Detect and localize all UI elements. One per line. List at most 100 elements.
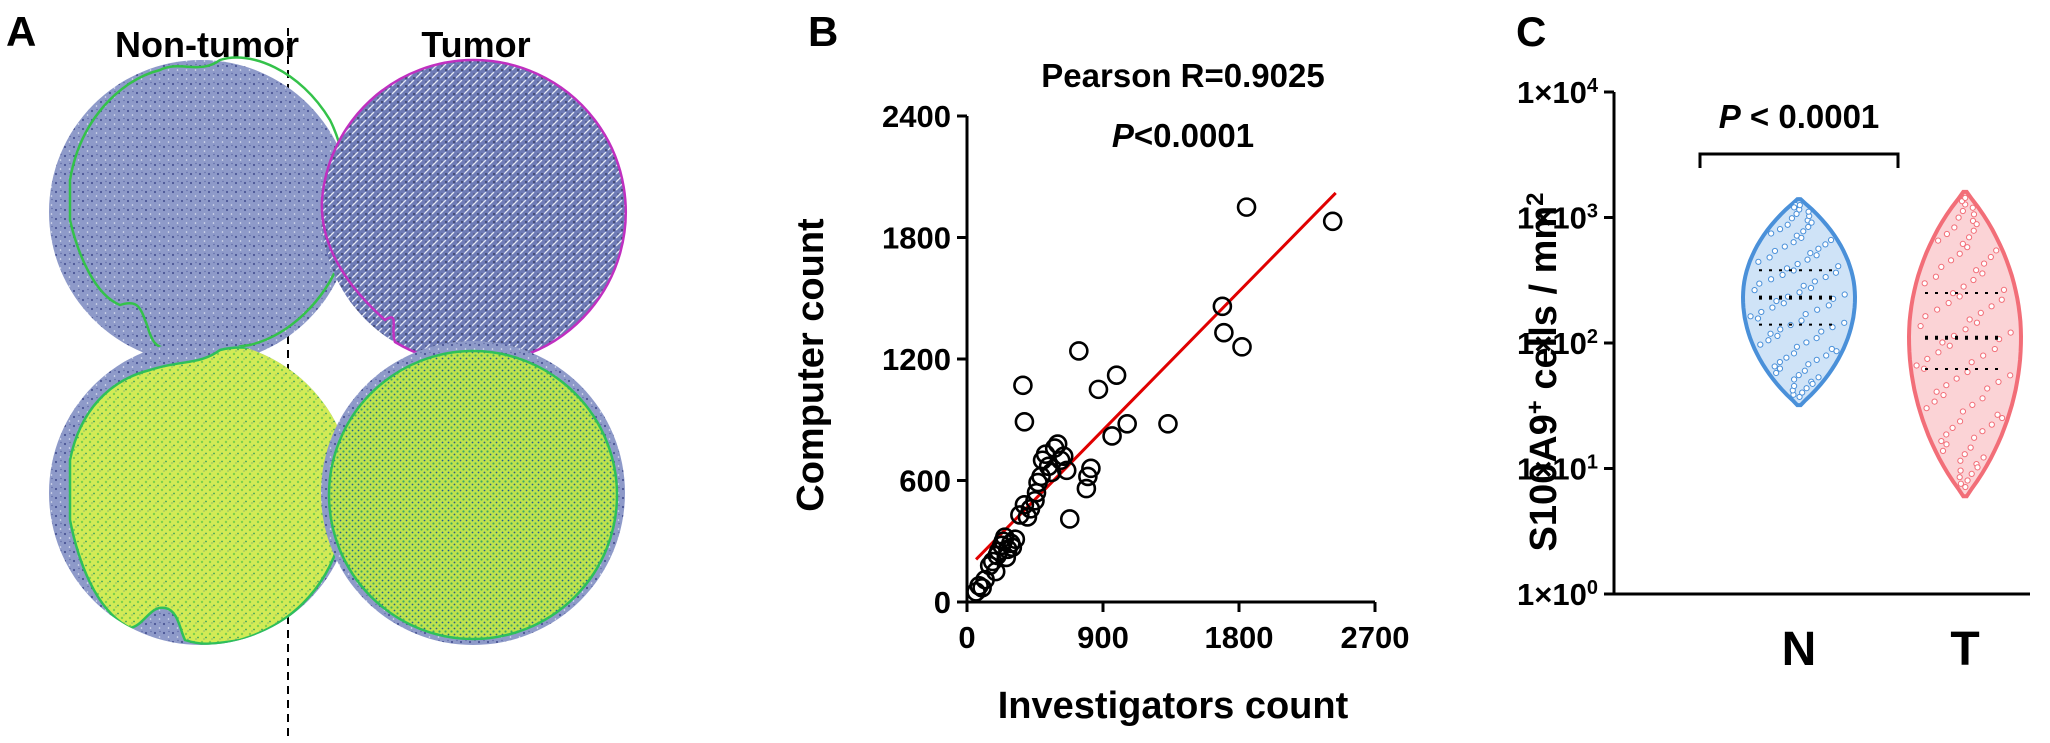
scatter-point [1212,296,1233,317]
violin-dot [1913,362,1920,369]
violin-dot [1934,306,1941,313]
violin-dot [1796,289,1803,296]
y-tick-label-b: 2400 [882,99,951,134]
violin-axes: 1×100 1×101 1×102 1×103 1×104 [1517,75,2030,612]
violin-dot [1994,411,2001,418]
scatter-point [1214,322,1234,343]
violin-dot [1984,385,1991,392]
y-tick-label-b: 1200 [882,342,951,377]
violin-dot [1979,428,1986,435]
violin-dot [1957,480,1965,487]
scatter-point [1053,446,1074,467]
violin-dot [1814,306,1821,313]
violin-dot [1807,284,1815,292]
p-value-annotation-c: P < 0.0001 [1719,98,1880,135]
violin-dot [1768,230,1775,237]
violin-dot [1962,326,1969,333]
violin-dot [1791,204,1798,211]
violin-dot [1998,296,2005,303]
violin-dot [1993,247,2000,254]
violin-dot [1822,273,1829,281]
violin-dot [1949,424,1956,432]
scatter-point [1158,413,1178,434]
violin-dot [1747,313,1754,320]
violin-dot [1999,414,2006,422]
violin-dot [1805,208,1812,215]
violin-dot [1964,244,1971,251]
image-tumor-he [320,58,627,366]
violin-dot [1771,247,1779,255]
scatter-point [1088,379,1109,400]
violin-dot [1829,324,1836,331]
scatter-point [1069,341,1089,361]
x-axis-label-b: Investigators count [998,685,1349,727]
violin-dot [1953,375,1960,382]
violin-dot [1811,278,1818,285]
violin-dot [1783,354,1790,361]
scatter-point [1025,490,1045,511]
violin-dot [1962,483,1969,491]
y-tick-label-c: 1×103 [1517,201,1598,236]
violin-dot [1754,315,1762,322]
violin-dot [1957,457,1964,464]
violin-dot [1956,293,1963,300]
violin-dot [1776,226,1784,233]
violin-dot [1815,245,1822,252]
violin-dot [1793,343,1801,350]
violin-dot [1822,241,1829,248]
panel-label-a: A [6,8,36,55]
y-axis-label-b: Computer count [790,218,832,512]
violin-dot [1809,380,1816,387]
image-nontumor-detection [49,341,353,645]
violin-dot [1959,240,1966,247]
violin-dot [1945,299,1952,307]
violin-dot [1791,382,1798,390]
violin-dot [1980,352,1987,359]
violin-dot [2000,286,2008,293]
violin-dot [1784,221,1791,228]
violin-dot [1980,454,1987,461]
scatter-point [1014,411,1035,432]
scatter-point [1236,197,1257,217]
regression-line [974,191,1337,561]
violin-dot [1979,270,1986,277]
y-tick-label-b: 0 [934,585,951,620]
violin-dot [1932,273,1940,280]
violin-dot [1969,204,1976,211]
violin-dot [1757,341,1764,348]
violin-dot [1755,258,1762,265]
y-tick-label-b: 600 [899,464,951,499]
violin-dot [1771,363,1778,370]
violin-dot [1923,405,1930,412]
scatter-point [1232,337,1252,357]
violin-dot [1935,349,1942,356]
violin-dot [1956,418,1964,425]
violin-dot [1933,388,1940,395]
x-tick-label-b: 900 [1077,620,1129,655]
scatter-point [1117,413,1137,434]
violin-dot [1777,326,1784,333]
violin-dot [1758,308,1765,316]
violin-dot [1931,398,1938,405]
scatter-point [1059,509,1080,529]
violin-dot [1798,234,1805,241]
image-nontumor-he [49,56,353,364]
violin-dot [1935,237,1942,244]
scatter-point [1106,365,1127,386]
x-tick-label-b: 1800 [1205,620,1274,655]
violin-dot [1939,447,1947,455]
panel-label-c: C [1516,8,1546,55]
violin-dot [1939,339,1946,346]
violin-dot [1805,361,1812,368]
violin-dot [1940,391,1947,399]
violin-dot [2007,372,2014,379]
violin-dot [1991,345,1998,353]
violin-dot [1922,313,1929,320]
violin-dot [1801,367,1808,374]
violin-dot [1823,352,1830,359]
violin-dot [1957,467,1964,474]
violin-dot [1803,385,1810,392]
violin-dot [1813,356,1820,363]
